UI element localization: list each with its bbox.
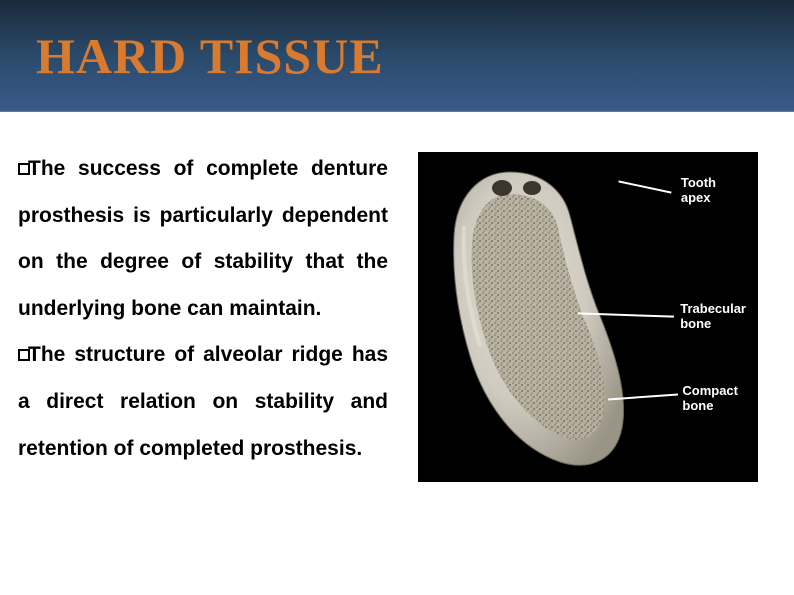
slide-title: HARD TISSUE <box>36 27 384 85</box>
bone-figure: Toothapex Trabecularbone Compactbone <box>418 152 758 482</box>
label-tooth-apex: Toothapex <box>681 176 716 206</box>
label-compact-bone: Compactbone <box>682 384 738 414</box>
label-trabecular-bone: Trabecularbone <box>680 302 746 332</box>
paragraph-1: The success of complete denture prosthes… <box>18 157 388 320</box>
bullet-icon <box>18 163 30 175</box>
header-bar: HARD TISSUE <box>0 0 794 112</box>
figure-column: Toothapex Trabecularbone Compactbone <box>418 146 774 482</box>
bullet-icon <box>18 349 30 361</box>
image-credit <box>750 469 752 478</box>
body-text-column: The success of complete denture prosthes… <box>18 146 388 482</box>
content-row: The success of complete denture prosthes… <box>0 112 794 482</box>
paragraph-2: The structure of alveolar ridge has a di… <box>18 343 388 459</box>
bone-svg <box>440 166 630 468</box>
